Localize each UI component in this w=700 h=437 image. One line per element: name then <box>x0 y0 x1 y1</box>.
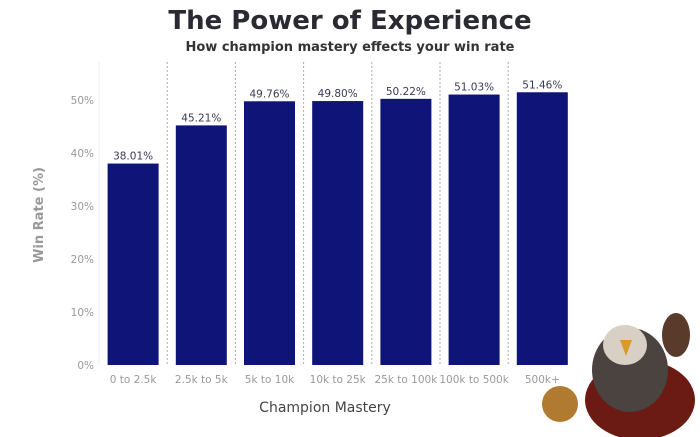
x-tick-label: 2.5k to 5k <box>175 374 229 386</box>
bar <box>312 101 364 365</box>
y-axis-label: Win Rate (%) <box>32 167 47 263</box>
data-label: 45.21% <box>181 112 221 124</box>
data-label: 51.46% <box>522 79 562 91</box>
x-tick-label: 10k to 25k <box>310 374 367 386</box>
bar <box>516 92 568 366</box>
data-label: 49.76% <box>249 88 289 100</box>
chart-title: The Power of Experience <box>168 6 532 36</box>
y-tick-label: 20% <box>71 254 94 266</box>
x-tick-label: 5k to 10k <box>245 374 295 386</box>
bar <box>244 101 295 365</box>
x-tick-label: 100k to 500k <box>439 374 509 386</box>
y-tick-label: 50% <box>71 95 94 107</box>
bar <box>175 125 227 366</box>
data-label: 51.03% <box>454 82 494 94</box>
y-tick-label: 10% <box>71 307 94 319</box>
x-tick-label: 500k+ <box>525 374 560 386</box>
y-tick-label: 30% <box>71 201 94 213</box>
chart-subtitle: How champion mastery effects your win ra… <box>185 40 515 55</box>
bar <box>448 94 500 365</box>
bar <box>107 163 159 365</box>
data-label: 38.01% <box>113 151 153 163</box>
x-tick-label: 0 to 2.5k <box>110 374 158 386</box>
champion-illustration <box>542 313 695 437</box>
x-axis-label: Champion Mastery <box>259 400 391 416</box>
data-label: 49.80% <box>318 88 358 100</box>
data-label: 50.22% <box>386 86 426 98</box>
x-tick-label: 25k to 100k <box>375 374 439 386</box>
bar <box>380 98 432 366</box>
y-tick-label: 0% <box>77 360 94 372</box>
y-tick-label: 40% <box>71 148 94 160</box>
